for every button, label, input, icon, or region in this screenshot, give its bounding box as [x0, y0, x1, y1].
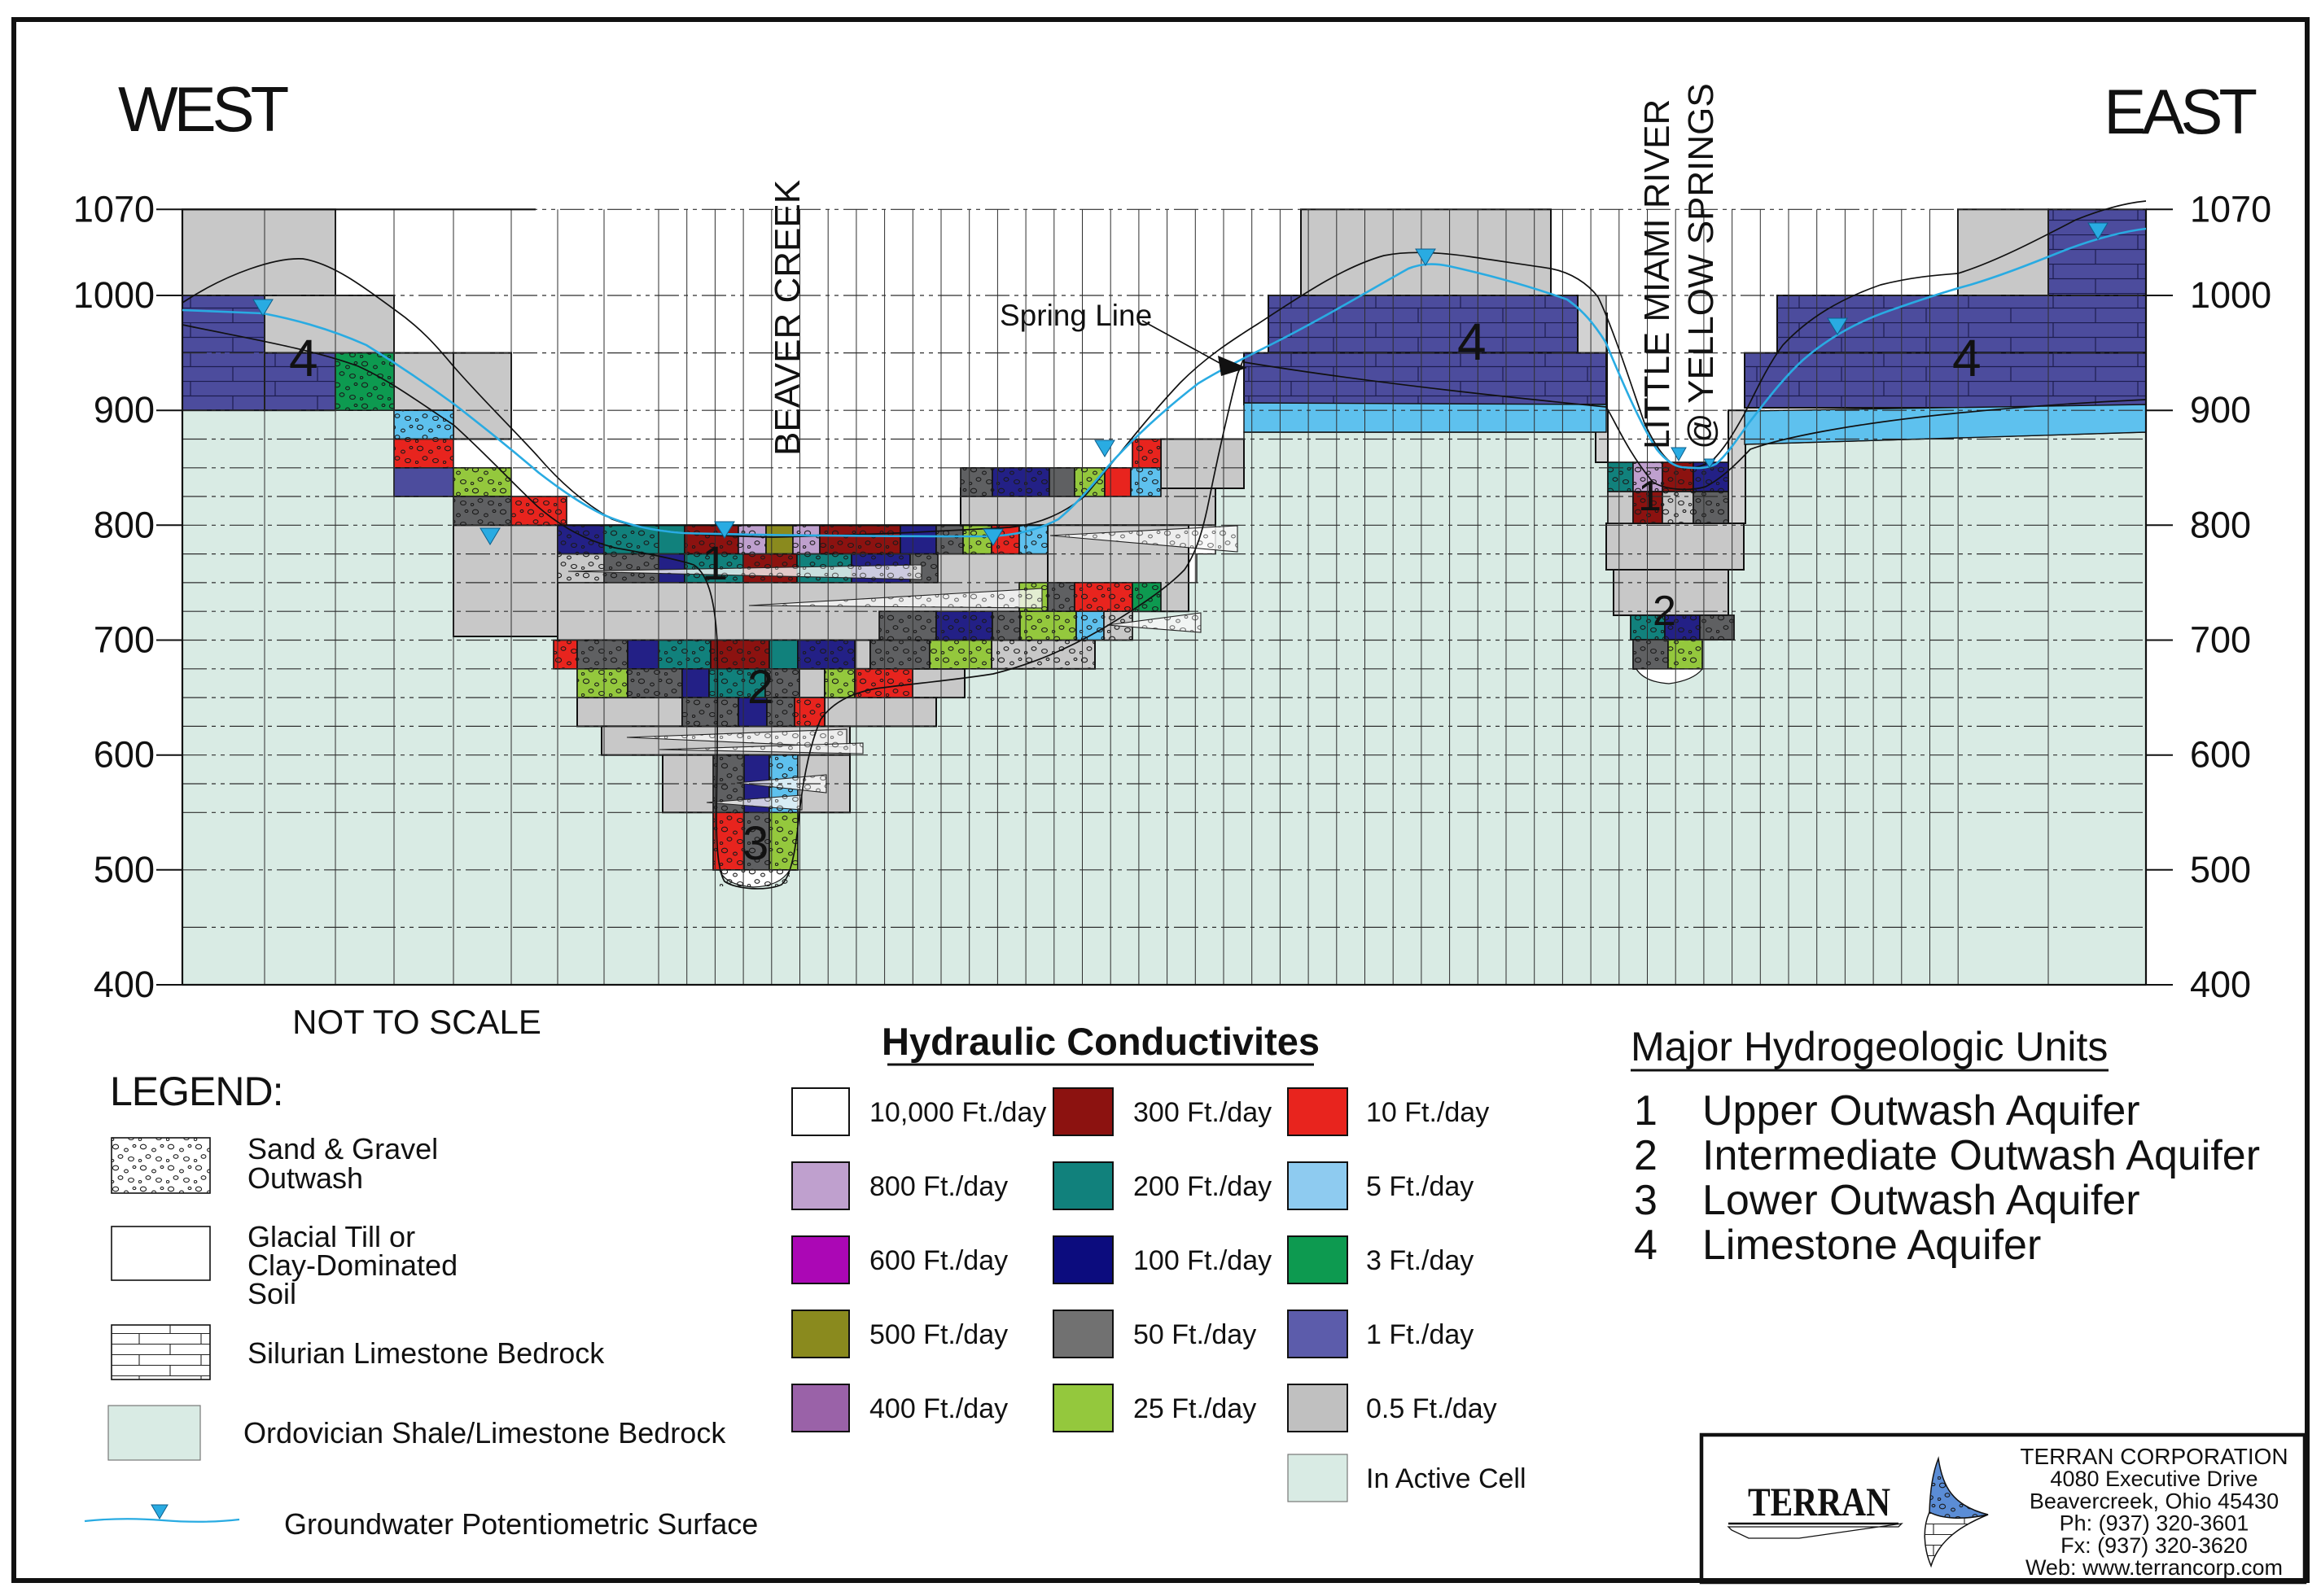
svg-text:500: 500 — [2190, 849, 2251, 890]
svg-text:Spring Line: Spring Line — [1000, 299, 1152, 332]
svg-text:Fx: (937) 320-3620: Fx: (937) 320-3620 — [2060, 1533, 2248, 1558]
svg-text:2: 2 — [747, 661, 773, 714]
svg-text:600: 600 — [94, 734, 155, 776]
svg-text:600 Ft./day: 600 Ft./day — [869, 1245, 1008, 1276]
svg-text:Lower Outwash Aquifer: Lower Outwash Aquifer — [1702, 1177, 2140, 1224]
svg-text:800: 800 — [2190, 504, 2251, 545]
svg-text:Outwash: Outwash — [247, 1161, 363, 1195]
svg-text:300 Ft./day: 300 Ft./day — [1133, 1097, 1272, 1128]
svg-text:1: 1 — [1634, 1087, 1658, 1135]
svg-text:Intermediate Outwash Aquifer: Intermediate Outwash Aquifer — [1702, 1132, 2260, 1179]
svg-text:Ph: (937) 320-3601: Ph: (937) 320-3601 — [2060, 1511, 2249, 1536]
svg-text:Sand & Gravel: Sand & Gravel — [247, 1132, 438, 1165]
svg-text:500 Ft./day: 500 Ft./day — [869, 1319, 1008, 1350]
svg-text:800: 800 — [94, 504, 155, 545]
svg-text:Glacial Till or: Glacial Till or — [247, 1220, 415, 1253]
svg-text:TERRAN CORPORATION: TERRAN CORPORATION — [2020, 1444, 2288, 1469]
svg-text:NOT TO SCALE: NOT TO SCALE — [292, 1003, 541, 1041]
svg-text:700: 700 — [2190, 619, 2251, 661]
svg-text:LITTLE MIAMI RIVER: LITTLE MIAMI RIVER — [1637, 99, 1677, 449]
svg-text:In Active Cell: In Active Cell — [1366, 1463, 1526, 1494]
svg-text:800 Ft./day: 800 Ft./day — [869, 1171, 1008, 1202]
svg-text:400: 400 — [94, 964, 155, 1005]
svg-text:4: 4 — [1457, 313, 1487, 371]
svg-text:900: 900 — [2190, 389, 2251, 431]
svg-text:500: 500 — [94, 849, 155, 890]
svg-text:Groundwater Potentiometric Sur: Groundwater Potentiometric Surface — [284, 1507, 758, 1541]
svg-text:1000: 1000 — [2190, 274, 2271, 316]
svg-text:5 Ft./day: 5 Ft./day — [1366, 1171, 1474, 1202]
svg-text:Web: www.terrancorp.com: Web: www.terrancorp.com — [2025, 1555, 2283, 1580]
svg-text:600: 600 — [2190, 734, 2251, 776]
svg-text:WEST: WEST — [118, 73, 288, 145]
svg-text:BEAVER CREEK: BEAVER CREEK — [768, 180, 808, 456]
svg-text:Soil: Soil — [247, 1277, 296, 1310]
svg-text:@ YELLOW SPRINGS: @ YELLOW SPRINGS — [1681, 83, 1721, 449]
svg-text:400 Ft./day: 400 Ft./day — [869, 1393, 1008, 1424]
svg-text:10 Ft./day: 10 Ft./day — [1366, 1097, 1489, 1128]
svg-text:1 Ft./day: 1 Ft./day — [1366, 1319, 1474, 1350]
svg-text:Upper Outwash Aquifer: Upper Outwash Aquifer — [1702, 1087, 2140, 1135]
svg-text:200 Ft./day: 200 Ft./day — [1133, 1171, 1272, 1202]
svg-text:Major Hydrogeologic Units: Major Hydrogeologic Units — [1631, 1024, 2108, 1069]
svg-text:4: 4 — [1952, 329, 1982, 387]
svg-text:0.5 Ft./day: 0.5 Ft./day — [1366, 1393, 1497, 1424]
svg-text:2: 2 — [1634, 1132, 1658, 1179]
svg-text:50 Ft./day: 50 Ft./day — [1133, 1319, 1256, 1350]
svg-text:3 Ft./day: 3 Ft./day — [1366, 1245, 1474, 1276]
svg-text:Beavercreek, Ohio 45430: Beavercreek, Ohio 45430 — [2030, 1489, 2279, 1513]
svg-text:2: 2 — [1653, 588, 1676, 635]
svg-text:4: 4 — [289, 329, 318, 387]
svg-text:1: 1 — [702, 537, 728, 590]
svg-text:100 Ft./day: 100 Ft./day — [1133, 1245, 1272, 1276]
svg-text:1: 1 — [1638, 473, 1662, 520]
svg-text:Ordovician Shale/Limestone Bed: Ordovician Shale/Limestone Bedrock — [243, 1416, 726, 1450]
svg-text:Hydraulic Conductivites: Hydraulic Conductivites — [882, 1020, 1320, 1063]
svg-text:700: 700 — [94, 619, 155, 661]
svg-text:TERRAN: TERRAN — [1748, 1479, 1890, 1524]
svg-text:Silurian Limestone Bedrock: Silurian Limestone Bedrock — [247, 1336, 605, 1370]
svg-text:4: 4 — [1634, 1222, 1658, 1269]
svg-text:1000: 1000 — [73, 274, 155, 316]
svg-text:EAST: EAST — [2104, 76, 2256, 147]
svg-text:3: 3 — [742, 817, 769, 870]
svg-text:10,000 Ft./day: 10,000 Ft./day — [869, 1097, 1046, 1128]
svg-text:Limestone Aquifer: Limestone Aquifer — [1702, 1222, 2041, 1269]
svg-text:25 Ft./day: 25 Ft./day — [1133, 1393, 1256, 1424]
svg-text:1070: 1070 — [2190, 188, 2271, 230]
svg-text:3: 3 — [1634, 1177, 1658, 1224]
svg-text:400: 400 — [2190, 964, 2251, 1005]
svg-text:900: 900 — [94, 389, 155, 431]
svg-text:4080 Executive Drive: 4080 Executive Drive — [2050, 1467, 2258, 1491]
svg-text:1070: 1070 — [73, 188, 155, 230]
svg-text:Clay-Dominated: Clay-Dominated — [247, 1248, 458, 1282]
svg-text:LEGEND:: LEGEND: — [110, 1069, 283, 1114]
